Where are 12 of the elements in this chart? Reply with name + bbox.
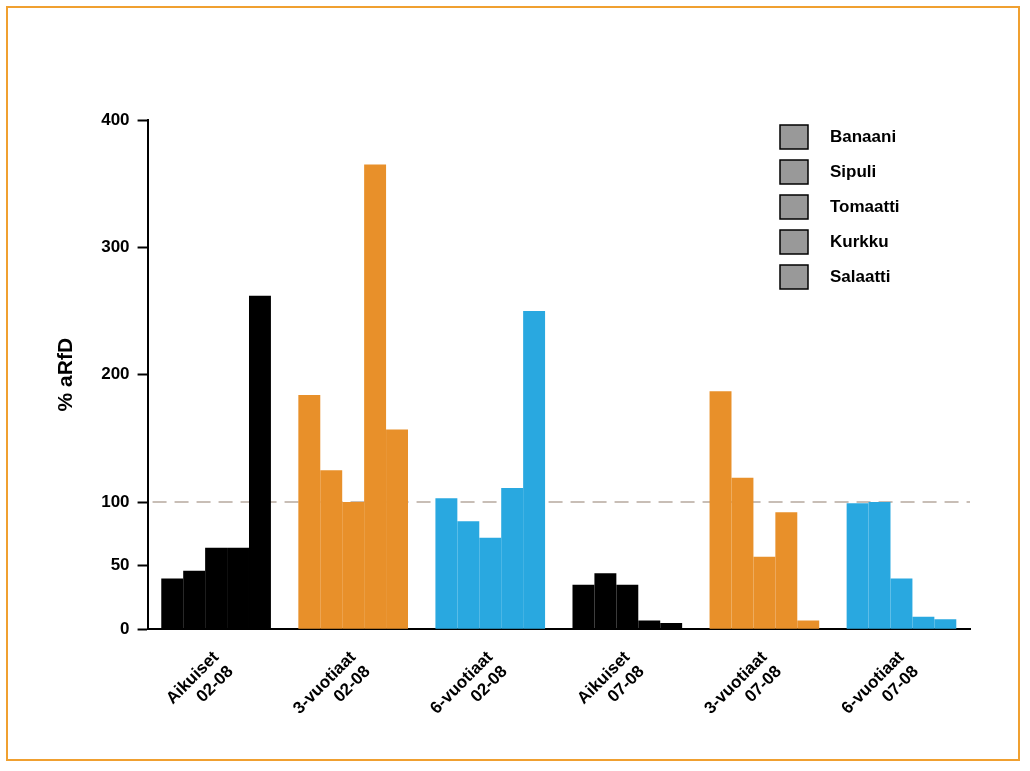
y-tick-label: 0 [120,619,130,639]
y-tick-label: 50 [110,555,130,575]
legend-label: Salaatti [830,266,891,286]
y-tick-label: 100 [101,491,130,511]
y-axis-title: % aRfD [53,337,77,412]
y-tick-label: 300 [101,237,130,257]
legend-label: Tomaatti [830,196,900,216]
y-tick-label: 400 [101,109,130,129]
legend-label: Sipuli [830,161,877,181]
legend-label: Kurkku [830,231,889,251]
legend-label: Banaani [830,126,897,146]
y-tick-label: 200 [101,364,130,384]
